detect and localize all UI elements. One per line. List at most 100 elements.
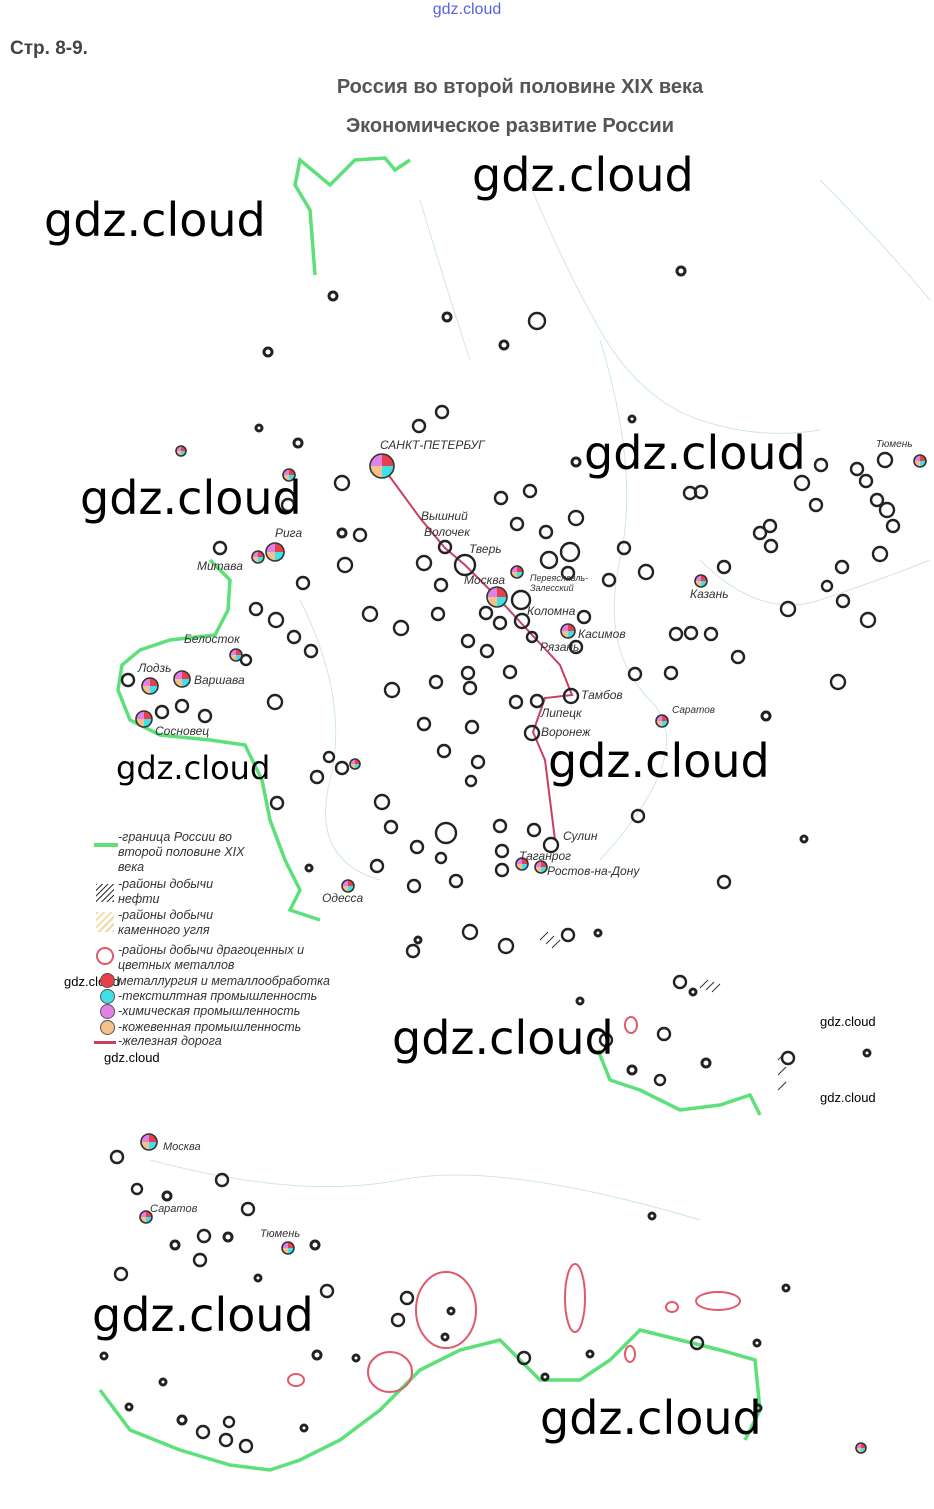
city-markers bbox=[99, 265, 901, 1454]
city-marker bbox=[630, 808, 646, 824]
city-marker bbox=[753, 1403, 763, 1413]
city-marker bbox=[858, 473, 874, 489]
industrial-center-outline bbox=[140, 1133, 158, 1151]
city-marker bbox=[154, 704, 170, 720]
industrial-center-outline bbox=[486, 586, 508, 608]
industrial-center-outline bbox=[265, 542, 285, 562]
city-marker bbox=[292, 437, 304, 449]
city-marker bbox=[262, 346, 274, 358]
industry-sector bbox=[920, 461, 926, 467]
industry-sector bbox=[522, 864, 528, 870]
city-marker bbox=[369, 858, 385, 874]
industry-sector bbox=[282, 1248, 288, 1254]
industrial-center bbox=[486, 586, 508, 608]
city-marker bbox=[428, 674, 444, 690]
city-marker bbox=[663, 665, 679, 681]
city-label: Сулин bbox=[563, 829, 598, 843]
watermark: gdz.cloud bbox=[540, 1391, 762, 1445]
industrial-center bbox=[369, 453, 395, 479]
city-marker bbox=[616, 540, 632, 556]
industrial-center-outline bbox=[534, 860, 548, 874]
city-marker bbox=[266, 693, 284, 711]
coal-legend-swatch bbox=[96, 912, 114, 932]
city-marker bbox=[334, 760, 350, 776]
textile-legend-swatch bbox=[100, 989, 115, 1004]
city-label: Варшава bbox=[194, 673, 245, 687]
city-marker bbox=[780, 1050, 796, 1066]
city-marker bbox=[876, 451, 894, 469]
industry-sector bbox=[141, 1142, 149, 1150]
city-marker bbox=[113, 1266, 129, 1282]
watermark: gdz.cloud bbox=[80, 471, 302, 525]
industry-sector bbox=[146, 1217, 152, 1223]
city-label: Рязань bbox=[540, 640, 579, 654]
city-marker bbox=[509, 516, 525, 532]
industry-sector bbox=[382, 466, 394, 478]
industry-sector bbox=[136, 711, 144, 719]
industry-sector bbox=[516, 864, 522, 870]
city-marker bbox=[336, 556, 354, 574]
industry-sector bbox=[252, 551, 258, 557]
city-marker bbox=[430, 606, 446, 622]
industry-sector bbox=[914, 455, 920, 461]
industrial-center bbox=[655, 714, 669, 728]
city-marker bbox=[303, 643, 319, 659]
industry-sector bbox=[568, 624, 575, 631]
city-marker bbox=[688, 987, 698, 997]
city-marker bbox=[560, 565, 576, 581]
city-marker bbox=[304, 863, 314, 873]
city-marker bbox=[336, 527, 348, 539]
industry-sector bbox=[176, 451, 181, 456]
city-marker bbox=[280, 497, 296, 513]
industry-sector bbox=[355, 759, 360, 764]
industry-sector bbox=[140, 1217, 146, 1223]
industrial-center-outline bbox=[229, 648, 243, 662]
industry-sector bbox=[146, 1211, 152, 1217]
city-label: Рига bbox=[275, 526, 302, 540]
industrial-center-outline bbox=[139, 1210, 153, 1224]
city-marker bbox=[498, 339, 510, 351]
city-marker bbox=[295, 575, 311, 591]
city-marker bbox=[416, 716, 432, 732]
city-label: Переяславль- bbox=[530, 573, 588, 583]
industrial-center bbox=[251, 550, 265, 564]
industry-sector bbox=[516, 858, 522, 864]
industry-sector bbox=[350, 759, 355, 764]
city-marker bbox=[222, 1415, 236, 1429]
industry-sector bbox=[695, 575, 701, 581]
border-legend-swatch bbox=[94, 843, 118, 847]
industry-sector bbox=[920, 455, 926, 461]
city-marker bbox=[479, 643, 495, 659]
city-marker bbox=[212, 540, 228, 556]
city-marker bbox=[793, 474, 811, 492]
city-labels: САНКТ-ПЕТЕРБУГ Вышний Волочек Тверь Москва Пе… bbox=[137, 438, 912, 1240]
industrial-center bbox=[282, 468, 296, 482]
map-subtitle: Экономическое развитие России bbox=[345, 115, 675, 137]
city-marker bbox=[239, 653, 253, 667]
metallurgy-legend-swatch bbox=[100, 973, 115, 988]
industry-sector bbox=[856, 1443, 861, 1448]
city-marker bbox=[433, 577, 449, 593]
rivers bbox=[149, 159, 931, 1221]
watermark: gdz.cloud bbox=[472, 148, 694, 202]
city-marker bbox=[752, 525, 768, 541]
industry-sector bbox=[522, 858, 528, 864]
city-marker bbox=[434, 404, 450, 420]
city-marker bbox=[99, 1351, 109, 1361]
industrial-centers bbox=[135, 445, 927, 1454]
city-marker bbox=[413, 935, 423, 945]
industrial-center-outline bbox=[694, 574, 708, 588]
city-marker bbox=[411, 418, 427, 434]
city-marker bbox=[813, 457, 829, 473]
industry-sector bbox=[136, 719, 144, 727]
industry-sector bbox=[497, 597, 507, 607]
industrial-center-outline bbox=[349, 758, 361, 770]
city-marker bbox=[568, 639, 584, 655]
industry-sector bbox=[535, 867, 541, 873]
city-marker bbox=[333, 474, 351, 492]
legend-oil: -районы добычи нефти bbox=[118, 877, 214, 906]
industrial-center bbox=[141, 677, 159, 695]
city-marker bbox=[781, 1283, 791, 1293]
city-marker bbox=[299, 1423, 309, 1433]
